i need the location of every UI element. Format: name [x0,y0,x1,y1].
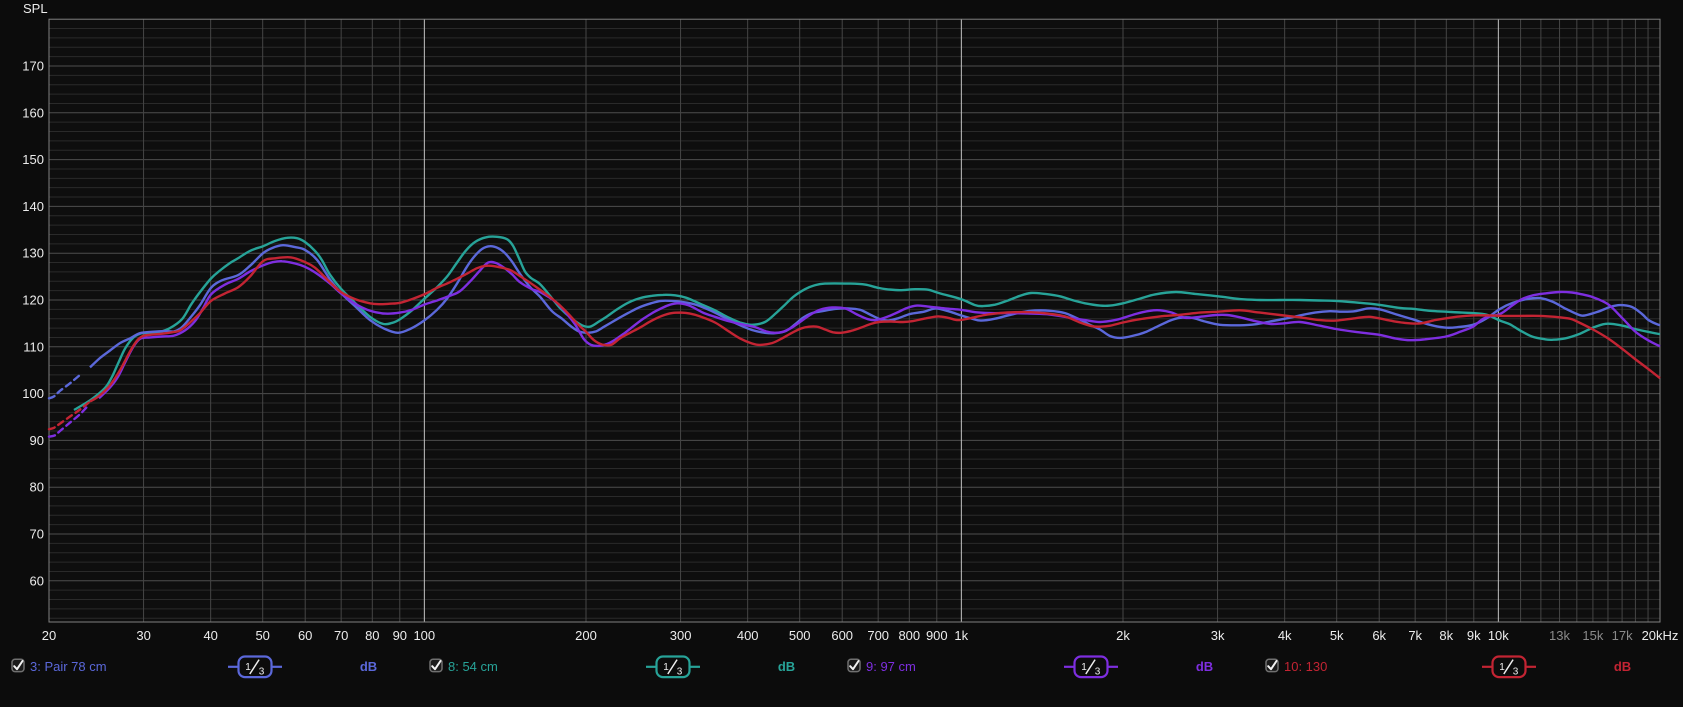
svg-text:40: 40 [203,628,217,643]
svg-text:110: 110 [23,339,44,354]
svg-text:60: 60 [298,628,312,643]
svg-text:10: 130: 10: 130 [1284,659,1327,674]
svg-text:300: 300 [670,628,692,643]
svg-text:170: 170 [22,59,44,74]
svg-text:90: 90 [393,628,407,643]
svg-text:9: 97 cm: 9: 97 cm [866,659,916,674]
svg-text:500: 500 [789,628,811,643]
svg-text:140: 140 [22,199,44,214]
svg-text:dB: dB [1196,659,1213,674]
svg-text:900: 900 [926,628,948,643]
svg-text:1: 1 [663,662,669,673]
svg-text:4k: 4k [1278,628,1292,643]
svg-text:1: 1 [1081,662,1087,673]
svg-text:120: 120 [22,293,44,308]
svg-text:dB: dB [778,659,795,674]
svg-text:5k: 5k [1330,628,1344,643]
svg-text:8k: 8k [1439,628,1453,643]
svg-text:400: 400 [737,628,759,643]
svg-text:200: 200 [575,628,597,643]
svg-text:100: 100 [413,628,435,643]
svg-text:20kHz: 20kHz [1642,628,1679,643]
svg-text:SPL: SPL [23,1,48,16]
svg-text:150: 150 [22,152,44,167]
svg-text:600: 600 [831,628,853,643]
svg-text:160: 160 [22,105,44,120]
svg-text:2k: 2k [1116,628,1130,643]
svg-text:70: 70 [334,628,348,643]
svg-text:3: Pair 78 cm: 3: Pair 78 cm [30,659,107,674]
svg-text:13k: 13k [1549,628,1570,643]
svg-text:1k: 1k [954,628,968,643]
svg-text:60: 60 [30,573,44,588]
svg-text:50: 50 [255,628,269,643]
svg-text:17k: 17k [1612,628,1633,643]
svg-text:80: 80 [30,480,44,495]
svg-text:700: 700 [867,628,889,643]
svg-text:6k: 6k [1372,628,1386,643]
svg-text:3: 3 [259,666,265,677]
svg-text:130: 130 [22,246,44,261]
svg-text:3: 3 [677,666,683,677]
svg-text:30: 30 [136,628,150,643]
svg-text:1: 1 [1499,662,1505,673]
svg-text:80: 80 [365,628,379,643]
svg-text:3: 3 [1095,666,1101,677]
svg-text:dB: dB [360,659,377,674]
svg-text:10k: 10k [1488,628,1509,643]
svg-text:800: 800 [898,628,920,643]
svg-text:70: 70 [30,527,44,542]
svg-text:3k: 3k [1211,628,1225,643]
svg-text:3: 3 [1513,666,1519,677]
svg-text:7k: 7k [1408,628,1422,643]
svg-text:100: 100 [22,386,44,401]
svg-text:1: 1 [245,662,251,673]
svg-text:15k: 15k [1582,628,1603,643]
svg-text:9k: 9k [1467,628,1481,643]
svg-text:90: 90 [30,433,44,448]
svg-text:8: 54 cm: 8: 54 cm [448,659,498,674]
svg-text:dB: dB [1614,659,1631,674]
svg-text:20: 20 [42,628,56,643]
